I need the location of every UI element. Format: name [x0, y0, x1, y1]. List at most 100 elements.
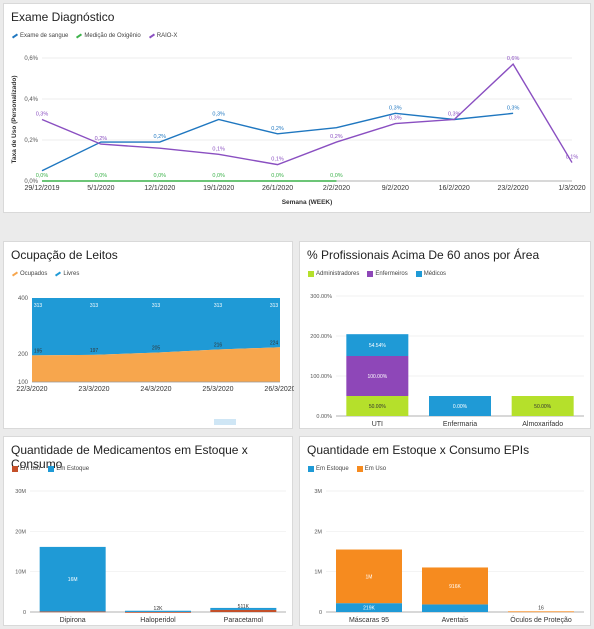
x-tick-label: 23/3/2020	[78, 386, 109, 393]
x-tick-label: Almoxarifado	[522, 421, 563, 428]
legend-label: Em Estoque	[316, 466, 349, 472]
data-label: 0,0%	[154, 173, 167, 179]
legend-swatch	[308, 271, 314, 277]
panel-ocupacao-leitos: Ocupação de Leitos Ocupados Livres 100 200…	[3, 241, 294, 429]
y-tick-label: 20M	[15, 529, 26, 535]
y-tick-label: 1M	[314, 570, 322, 576]
x-tick-label: Paracetamol	[224, 617, 264, 624]
data-label: 511K	[238, 604, 250, 610]
data-label: 0,3%	[212, 112, 225, 118]
legend: Ocupados Livres	[11, 271, 79, 277]
legend-item[interactable]: RAIO-X	[148, 33, 178, 39]
bar-segment	[346, 396, 409, 416]
x-tick-label: 23/2/2020	[498, 185, 529, 192]
legend-swatch	[308, 466, 314, 472]
y-tick-label: 0	[23, 610, 26, 616]
bar-segment	[422, 604, 488, 612]
data-label: 100.00%	[367, 374, 387, 380]
x-tick-label: Máscaras 95	[349, 617, 389, 624]
y-tick-label: 3M	[314, 489, 322, 495]
bar-segment	[508, 611, 574, 613]
legend-swatch	[48, 466, 55, 472]
y-tick-label: 400	[18, 296, 29, 302]
y-tick-label: 100	[18, 380, 29, 386]
y-tick-label: 2M	[314, 529, 322, 535]
legend-label: Medição de Oxigênio	[84, 33, 141, 39]
y-tick-label: 0,0%	[24, 179, 38, 185]
legend-item[interactable]: Em Uso	[356, 466, 386, 472]
chart-medicamentos: 010M20M30M14K16MDipirona12KHaloperidol51…	[15, 489, 286, 624]
y-tick-label: 10M	[15, 570, 26, 576]
data-label: 0,1%	[566, 155, 579, 161]
legend-label: Administradores	[316, 271, 360, 277]
legend-item[interactable]: Medição de Oxigênio	[76, 33, 141, 39]
legend: Administradores Enfermeiros Médicos	[308, 271, 446, 277]
panel-title: Exame Diagnóstico	[11, 10, 115, 24]
panel-profissionais: % Profissionais Acima De 60 anos por Áre…	[299, 241, 591, 429]
legend-item[interactable]: Exame de sangue	[11, 33, 68, 39]
bar-segment	[125, 611, 191, 613]
legend-item[interactable]: Livres	[55, 271, 79, 277]
legend-item[interactable]: Médicos	[415, 271, 447, 277]
x-tick-label: 24/3/2020	[140, 386, 171, 393]
legend-label: Livres	[63, 271, 80, 277]
data-label: 205	[152, 346, 161, 352]
bar-segment	[346, 334, 409, 356]
legend-swatch	[356, 466, 363, 472]
legend-swatch	[367, 271, 374, 277]
panel-exame-diagnostico: Exame Diagnóstico Exame de sangue Medição…	[3, 3, 591, 213]
data-label: 50.00%	[534, 404, 552, 410]
data-label: 224	[270, 340, 279, 346]
data-label: 54.54%	[369, 343, 387, 349]
x-tick-label: Enfermaria	[443, 421, 477, 428]
legend-label: Em Estoque	[56, 466, 90, 472]
x-tick-label: 9/2/2020	[382, 185, 409, 192]
y-tick-label: 0,4%	[24, 97, 38, 103]
legend-label: RAIO-X	[156, 33, 178, 39]
panel-medicamentos: Quantidade de Medicamentos em Estoque x …	[3, 436, 293, 626]
panel-title: Quantidade em Estoque x Consumo EPIs	[307, 443, 530, 457]
area-livres	[32, 298, 280, 356]
legend: Em Estoque Em Uso	[308, 466, 386, 472]
legend-label: Médicos	[423, 271, 447, 277]
bar-segment	[210, 609, 277, 612]
data-label: 0,2%	[95, 136, 108, 142]
bar-segment	[210, 607, 277, 610]
legend-item[interactable]: Em Estoque	[48, 466, 89, 472]
x-axis-label: Semana (WEEK)	[282, 199, 333, 206]
legend-label: Ocupados	[20, 271, 48, 277]
data-label: 0,6%	[507, 56, 520, 62]
bar-segment	[125, 610, 191, 612]
legend-item[interactable]: Enfermeiros	[367, 271, 408, 277]
x-tick-label: 19/1/2020	[203, 185, 234, 192]
x-tick-label: Haloperidol	[140, 617, 176, 624]
data-label: 0,0%	[95, 173, 108, 179]
legend-label: Em uso	[20, 466, 41, 472]
data-label: 0,0%	[36, 173, 49, 179]
y-tick-label: 0.00%	[316, 414, 332, 420]
y-tick-label: 200	[18, 352, 29, 358]
y-axis-label: Taxa de Uso (Personalizado)	[11, 75, 18, 163]
y-tick-label: 0,6%	[24, 56, 38, 62]
data-label: 50.00%	[369, 404, 387, 410]
legend-item[interactable]: Ocupados	[11, 271, 48, 277]
bar-segment	[39, 546, 106, 612]
data-label: 313	[152, 303, 161, 309]
x-tick-label: 25/3/2020	[202, 386, 233, 393]
data-label: 197	[90, 348, 99, 354]
bar-segment	[336, 603, 402, 612]
legend-item[interactable]: Administradores	[308, 271, 359, 277]
x-tick-label: Óculos de Proteção	[510, 615, 572, 624]
bar-segment	[39, 611, 106, 613]
legend: Em uso Em Estoque	[12, 466, 89, 472]
x-tick-label: Dipirona	[60, 617, 86, 624]
chart-ocupacao: 100 200 400 22/3/2020 313 195 23/3/2020 313 197 2…	[16, 296, 294, 425]
legend-item[interactable]: Em uso	[12, 466, 40, 472]
data-label: 0,1%	[271, 157, 284, 163]
panel-title: % Profissionais Acima De 60 anos por Áre…	[307, 248, 540, 262]
data-label: 0,3%	[448, 112, 461, 118]
legend-item[interactable]: Em Estoque	[308, 466, 349, 472]
x-tick-label: 12/1/2020	[144, 185, 175, 192]
data-label: 195	[34, 348, 43, 354]
